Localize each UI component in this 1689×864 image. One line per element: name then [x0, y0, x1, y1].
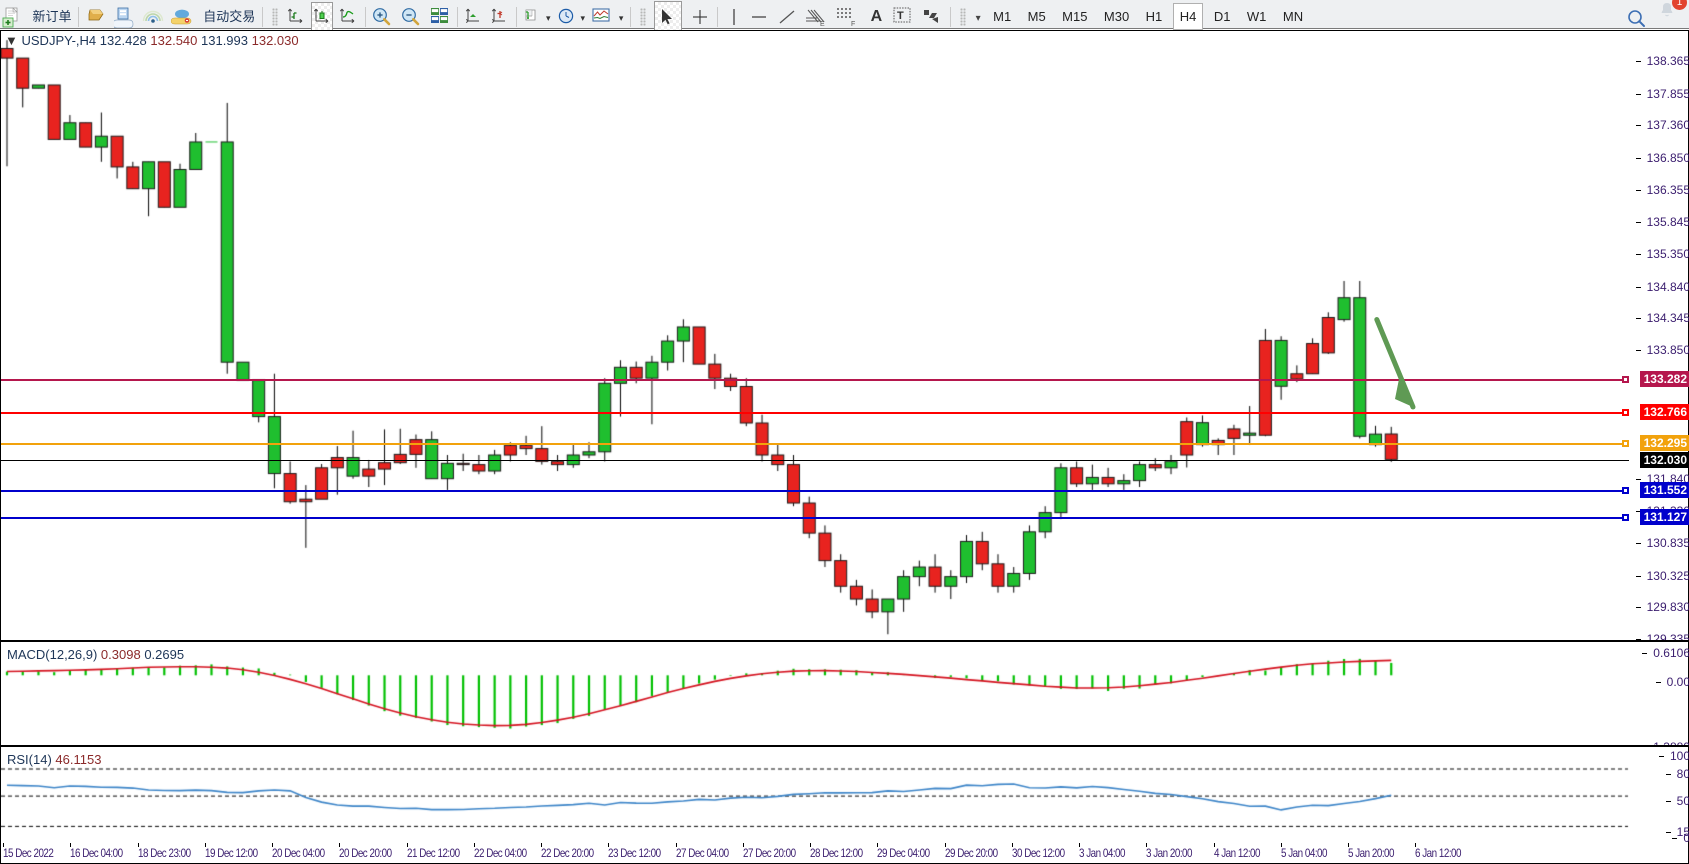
svg-text:F: F	[851, 21, 855, 27]
svg-text:T: T	[897, 10, 904, 22]
svg-text:E: E	[820, 21, 825, 27]
